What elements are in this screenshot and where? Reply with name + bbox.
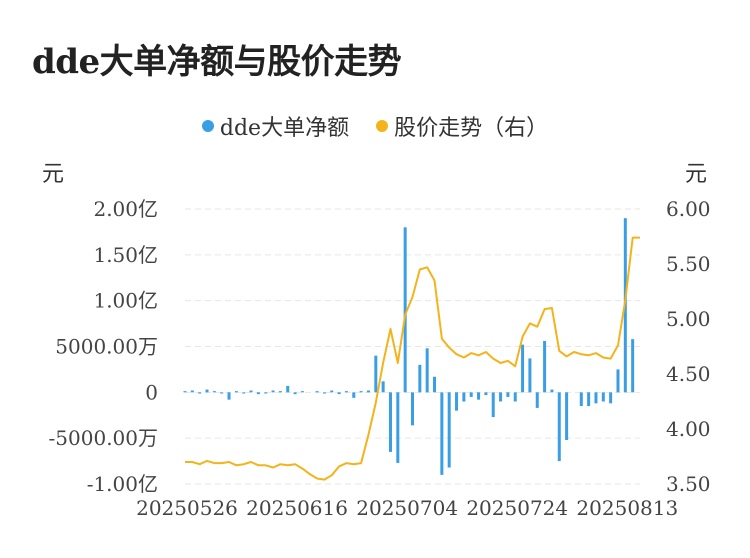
legend-item-dde[interactable]: dde大单净额: [201, 110, 350, 142]
dde-bar: [587, 392, 591, 407]
right-axis-labels: 6.00 5.50 5.00 4.50 4.00 3.50: [666, 197, 711, 496]
dde-bar: [366, 390, 370, 393]
dde-bar: [300, 391, 304, 393]
dde-bar: [565, 392, 569, 440]
dde-bar: [198, 392, 202, 394]
dde-bar: [374, 355, 378, 393]
x-tick-label: 20250704: [356, 496, 458, 520]
chart-legend: dde大单净额 股价走势（右）: [0, 110, 750, 142]
x-axis-labels: 20250526 20250616 20250704 20250724 20250813: [136, 496, 678, 520]
dde-bar: [242, 392, 246, 394]
dde-bar: [344, 391, 348, 393]
dde-bar: [550, 389, 554, 393]
grid-lines: [185, 208, 640, 485]
dde-bar: [433, 376, 437, 393]
right-tick-label: 6.00: [666, 197, 711, 221]
dde-bar: [535, 392, 539, 408]
dde-bar: [411, 392, 414, 426]
legend-dot-price: [376, 120, 389, 132]
dde-bar: [264, 392, 268, 394]
dde-bar: [330, 390, 334, 393]
right-tick-label: 5.00: [666, 307, 711, 331]
dde-bar: [352, 392, 356, 398]
dde-bar: [359, 391, 363, 393]
dde-bar: [579, 392, 583, 407]
dde-bar: [278, 391, 282, 393]
right-tick-label: 3.50: [666, 472, 711, 496]
x-tick-label: 20250526: [136, 496, 238, 520]
dde-bar: [491, 392, 495, 418]
dde-bar: [543, 341, 547, 393]
dde-bar: [477, 392, 481, 400]
dde-bar: [601, 392, 605, 402]
dde-bar: [616, 369, 620, 393]
dde-bar: [447, 392, 451, 468]
dde-bar: [484, 392, 488, 396]
legend-item-price[interactable]: 股价走势（右）: [376, 110, 548, 142]
dde-bar: [396, 392, 400, 463]
left-tick-label: -5000.00万: [49, 426, 158, 450]
left-tick-label: 0: [145, 380, 158, 404]
dde-bar: [462, 392, 466, 402]
dde-bar: [418, 364, 422, 393]
left-tick-label: -1.00亿: [87, 472, 158, 496]
dde-bar: [388, 392, 392, 452]
left-tick-label: 1.50亿: [93, 243, 158, 267]
dde-bar: [256, 392, 260, 395]
dde-bar: [286, 385, 290, 393]
x-tick-label: 20250724: [466, 496, 568, 520]
dde-bar: [557, 392, 561, 462]
dde-bar: [293, 392, 297, 395]
dde-bar: [249, 390, 253, 393]
dde-bar: [271, 390, 275, 393]
dde-bar: [190, 390, 194, 393]
dde-bar: [506, 392, 510, 397]
dde-bar: [469, 392, 473, 397]
dde-bar: [609, 392, 613, 404]
line-series: [185, 236, 640, 481]
dde-bar: [234, 391, 238, 393]
dde-bar: [513, 392, 517, 402]
right-axis-unit: 元: [685, 162, 708, 187]
dde-bar: [631, 339, 635, 393]
dde-bar: [315, 391, 319, 393]
dde-bar: [594, 392, 598, 404]
dde-bar: [521, 344, 525, 393]
right-tick-label: 5.50: [666, 252, 711, 276]
right-tick-label: 4.00: [666, 417, 711, 441]
left-tick-label: 1.00亿: [93, 289, 158, 313]
price-line: [185, 236, 640, 481]
dde-bar: [499, 392, 503, 402]
dde-bar: [227, 392, 231, 400]
page-title: dde大单净额与股价走势: [32, 42, 402, 82]
dde-bar: [403, 227, 407, 393]
dde-bar: [528, 358, 532, 393]
dde-bar: [381, 381, 385, 393]
dde-bar: [440, 392, 444, 475]
x-tick-label: 20250616: [246, 496, 348, 520]
x-tick-label: 20250813: [576, 496, 678, 520]
dde-bar: [455, 392, 459, 411]
right-tick-label: 4.50: [666, 362, 711, 386]
left-tick-label: 5000.00万: [55, 335, 158, 359]
dde-bar: [212, 391, 216, 393]
left-axis-labels: 2.00亿 1.50亿 1.00亿 5000.00万 0 -5000.00万 -1.00亿: [49, 197, 158, 496]
dde-bar: [220, 392, 224, 394]
legend-label-dde: dde大单净额: [219, 116, 350, 141]
left-tick-label: 2.00亿: [93, 197, 158, 221]
legend-label-price: 股价走势（右）: [394, 116, 549, 141]
dde-bar: [425, 348, 429, 393]
dde-bar: [337, 392, 341, 395]
dde-bar: [183, 391, 187, 393]
legend-dot-dde: [201, 120, 214, 132]
left-axis-unit: 元: [42, 162, 65, 187]
dde-bar: [322, 392, 326, 394]
dde-bar: [205, 389, 209, 393]
